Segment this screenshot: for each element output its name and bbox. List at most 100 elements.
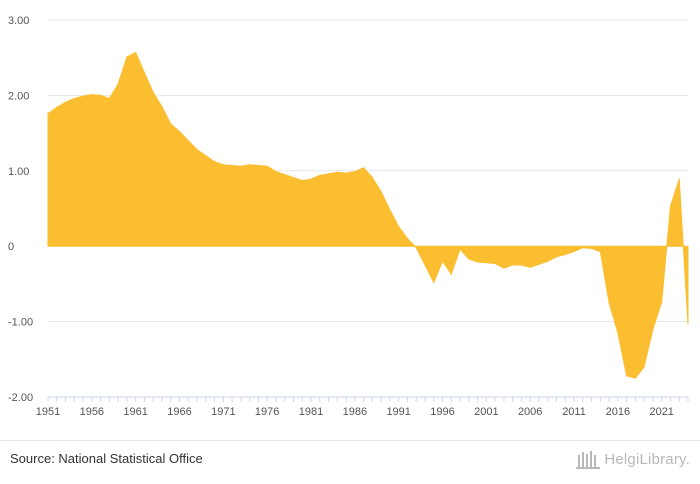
data-point	[310, 178, 312, 180]
data-point	[538, 263, 540, 265]
data-point	[319, 174, 321, 176]
data-point	[433, 281, 435, 283]
data-point	[476, 261, 479, 263]
data-point	[389, 209, 391, 211]
data-point	[108, 97, 110, 100]
data-point	[608, 302, 610, 304]
x-tick-label: 2016	[606, 406, 630, 418]
data-point	[205, 155, 207, 157]
data-point	[503, 267, 505, 269]
data-point	[441, 260, 444, 262]
data-point	[47, 112, 49, 115]
x-tick-label: 1986	[343, 406, 367, 418]
data-point	[512, 264, 514, 266]
data-point	[126, 56, 128, 58]
data-point	[555, 256, 558, 258]
x-tick-label: 1976	[255, 406, 279, 418]
data-point	[231, 164, 233, 167]
data-point	[336, 171, 338, 173]
x-tick-label: 1956	[80, 406, 104, 418]
data-point	[564, 253, 566, 256]
data-point	[371, 176, 373, 179]
data-point	[249, 164, 251, 166]
x-tick-label: 1996	[430, 406, 454, 418]
x-tick-label: 1961	[123, 406, 147, 418]
x-axis	[47, 396, 689, 402]
area-series	[47, 51, 689, 379]
source-text: Source: National Statistical Office	[10, 451, 203, 466]
x-tick-label: 2006	[518, 406, 542, 418]
data-point	[573, 250, 575, 253]
y-tick-label: 0	[8, 241, 14, 253]
y-tick-label: 1.00	[8, 166, 29, 178]
data-point	[213, 161, 216, 163]
data-point	[301, 180, 303, 182]
y-tick-label: 3.00	[8, 15, 29, 27]
data-point	[634, 377, 636, 379]
x-tick-label: 1971	[211, 406, 235, 418]
data-point	[117, 83, 119, 85]
x-tick-label: 2001	[474, 406, 498, 418]
data-point	[494, 262, 496, 265]
brand-name: HelgiLibrary.	[604, 450, 690, 468]
data-point	[582, 247, 584, 249]
data-point	[292, 176, 295, 179]
data-point	[687, 323, 689, 325]
chart-svg: 3.00 2.00 1.00 0 -1.00 -2.00 1951 1956 1961 1966…	[8, 15, 689, 418]
data-point	[345, 172, 347, 174]
x-tick-label: 2021	[649, 406, 673, 418]
data-point	[100, 94, 102, 96]
x-tick-labels: 1951 1956 1961 1966 1971 1976 1981 1986 1991 1996…	[36, 406, 674, 418]
data-point	[187, 140, 189, 142]
data-point	[178, 130, 181, 133]
data-point	[363, 167, 365, 169]
data-point	[143, 72, 146, 74]
library-icon	[576, 451, 601, 469]
data-point	[135, 51, 137, 54]
data-point	[170, 123, 172, 125]
data-point	[459, 248, 461, 250]
data-point	[240, 165, 242, 167]
data-point	[669, 205, 672, 207]
data-point	[82, 95, 84, 97]
y-axis: 3.00 2.00 1.00 0 -1.00 -2.00	[8, 15, 33, 404]
data-point	[91, 94, 93, 96]
data-point	[485, 262, 487, 264]
data-point	[599, 250, 601, 253]
y-tick-label: -2.00	[8, 392, 33, 404]
data-point	[520, 264, 523, 266]
data-point	[380, 191, 382, 193]
data-point	[617, 332, 619, 334]
y-tick-label: 2.00	[8, 90, 29, 102]
data-point	[284, 173, 286, 176]
x-tick-label: 1966	[167, 406, 191, 418]
series-area	[47, 51, 689, 379]
data-point	[590, 247, 593, 250]
data-point	[547, 260, 549, 262]
data-point	[152, 91, 154, 93]
data-point	[424, 264, 426, 266]
data-point	[196, 149, 198, 151]
x-tick-label: 1991	[386, 406, 410, 418]
data-point	[661, 301, 663, 303]
data-point	[678, 178, 680, 180]
data-point	[415, 247, 417, 249]
data-point	[354, 170, 356, 173]
data-point	[73, 97, 75, 100]
data-point	[327, 173, 330, 175]
data-point	[266, 165, 268, 167]
data-point	[222, 164, 224, 166]
data-point	[398, 225, 400, 228]
data-point	[652, 328, 654, 330]
x-tick-label: 2011	[562, 406, 586, 418]
y-tick-label: -1.00	[8, 317, 33, 329]
data-point	[643, 366, 645, 368]
data-point	[275, 170, 277, 173]
chart-area: 3.00 2.00 1.00 0 -1.00 -2.00 1951 1956 1961 1966…	[8, 15, 689, 418]
x-tick-label: 1981	[299, 406, 323, 418]
data-point	[257, 164, 260, 167]
footer: Source: National Statistical Office Helg…	[0, 440, 700, 484]
data-point	[626, 375, 628, 377]
data-point	[64, 101, 67, 103]
x-tick-label: 1951	[36, 406, 60, 418]
